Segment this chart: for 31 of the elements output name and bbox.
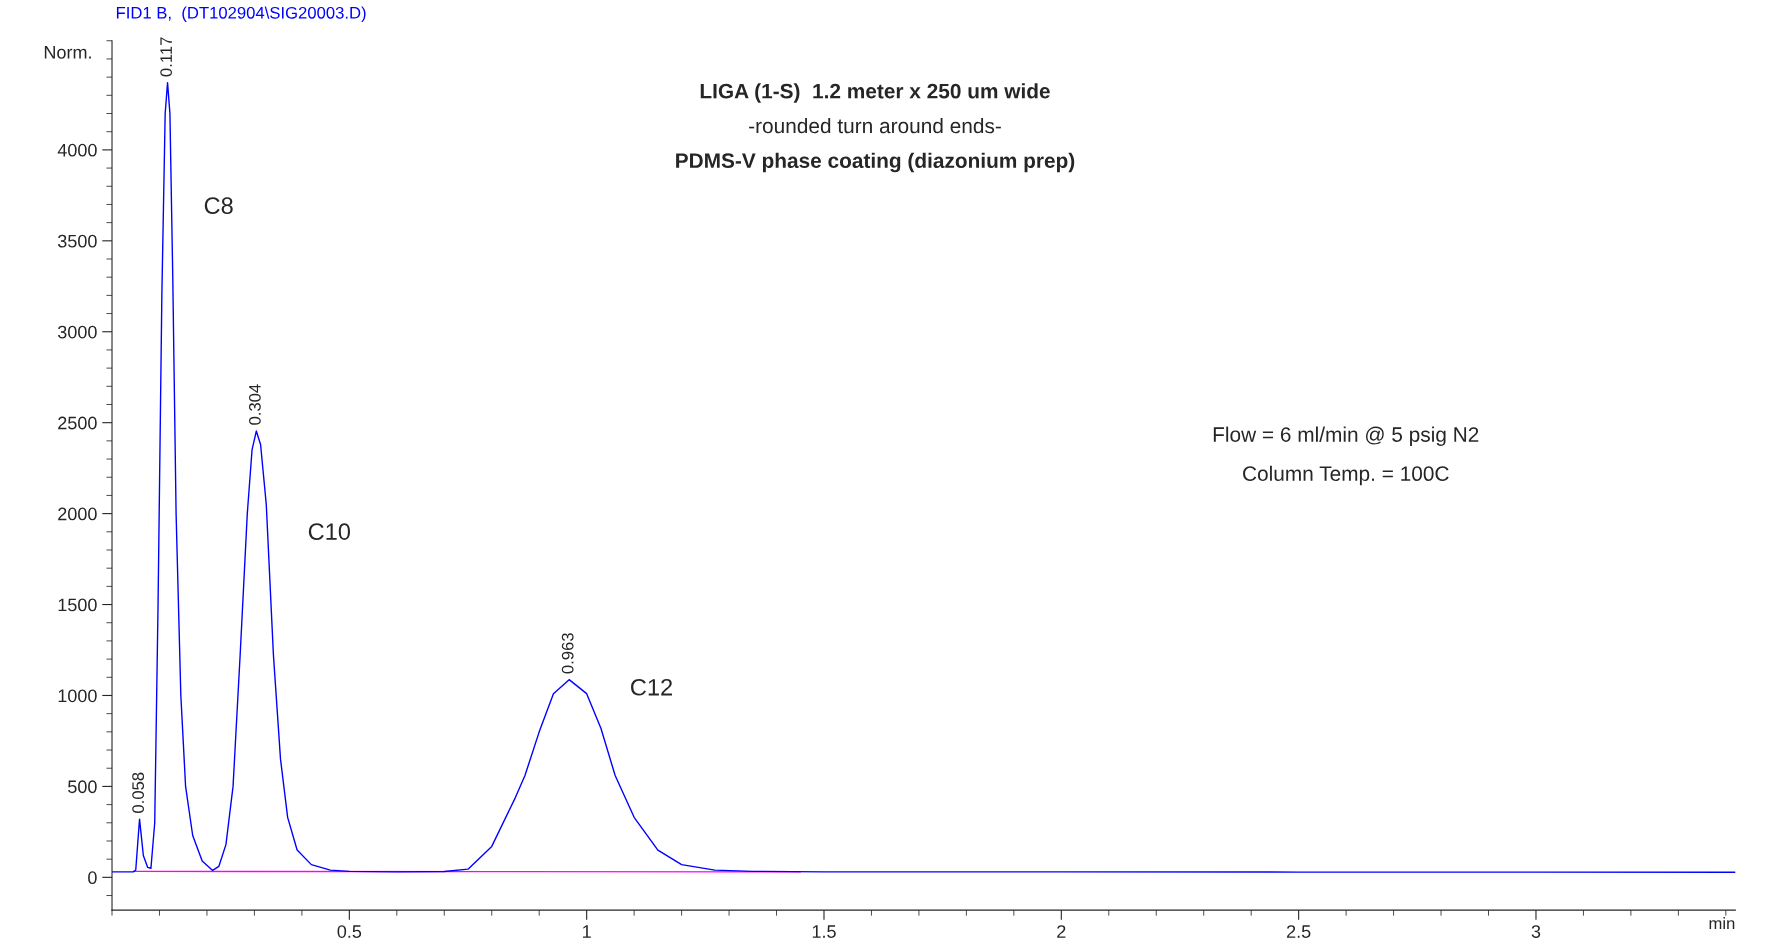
- annotation: C8: [204, 197, 233, 215]
- y-tick-label: 0: [88, 871, 97, 885]
- annotation: Column Temp. = 100C: [1243, 465, 1449, 486]
- x-axis-title: min: [1709, 917, 1735, 930]
- annotation: -rounded turn around ends-: [749, 117, 1001, 134]
- annotation: LIGA (1-S) 1.2 meter x 250 um wide: [700, 83, 1050, 103]
- y-tick-label: 4000: [57, 143, 97, 157]
- annotation: C10: [308, 523, 351, 540]
- x-tick-label: 2: [1057, 925, 1066, 938]
- annotation: PDMS-V phase coating (diazonium prep): [676, 152, 1075, 173]
- y-tick-label: 500: [68, 780, 97, 794]
- y-tick-label: 1500: [58, 598, 97, 612]
- x-tick-label: 2.5: [1287, 925, 1311, 938]
- x-tick-label: 1.5: [812, 925, 836, 938]
- y-tick-label: 3500: [57, 234, 97, 248]
- y-tick-label: 2000: [58, 507, 97, 521]
- annotation: Flow = 6 ml/min @ 5 psig N2: [1213, 426, 1479, 447]
- line-series: [112, 81, 1736, 873]
- annotation: 0.963: [561, 633, 574, 674]
- annotation: C12: [631, 678, 672, 696]
- annotation: 0.117: [160, 37, 173, 77]
- x-tick-label: 3: [1531, 925, 1541, 938]
- y-axis-title: Norm.: [44, 46, 91, 59]
- chart-title: FID1 B, (DT102904\SIG20003.D): [116, 6, 366, 22]
- x-tick-label: 0.5: [337, 925, 362, 938]
- y-tick-label: 2500: [58, 416, 97, 430]
- y-tick-label: 3000: [57, 325, 97, 339]
- annotation: 0.058: [132, 772, 145, 813]
- annotation: 0.304: [248, 384, 261, 425]
- y-tick-label: 1000: [58, 689, 97, 703]
- x-tick-label: 1: [583, 925, 591, 938]
